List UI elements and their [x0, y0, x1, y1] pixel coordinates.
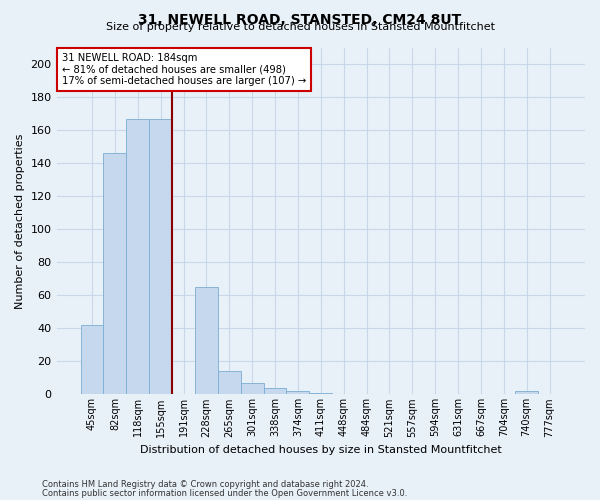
Text: 31 NEWELL ROAD: 184sqm
← 81% of detached houses are smaller (498)
17% of semi-de: 31 NEWELL ROAD: 184sqm ← 81% of detached…	[62, 52, 306, 86]
Bar	[241, 383, 263, 394]
Bar	[103, 153, 127, 394]
Bar	[149, 118, 172, 394]
Bar	[515, 391, 538, 394]
Bar	[80, 325, 103, 394]
Text: Contains HM Land Registry data © Crown copyright and database right 2024.: Contains HM Land Registry data © Crown c…	[42, 480, 368, 489]
Bar	[127, 118, 149, 394]
Text: Contains public sector information licensed under the Open Government Licence v3: Contains public sector information licen…	[42, 488, 407, 498]
Y-axis label: Number of detached properties: Number of detached properties	[15, 134, 25, 308]
X-axis label: Distribution of detached houses by size in Stansted Mountfitchet: Distribution of detached houses by size …	[140, 445, 502, 455]
Text: 31, NEWELL ROAD, STANSTED, CM24 8UT: 31, NEWELL ROAD, STANSTED, CM24 8UT	[139, 12, 461, 26]
Bar	[310, 392, 332, 394]
Text: Size of property relative to detached houses in Stansted Mountfitchet: Size of property relative to detached ho…	[106, 22, 494, 32]
Bar	[263, 388, 286, 394]
Bar	[195, 287, 218, 395]
Bar	[286, 391, 310, 394]
Bar	[218, 372, 241, 394]
